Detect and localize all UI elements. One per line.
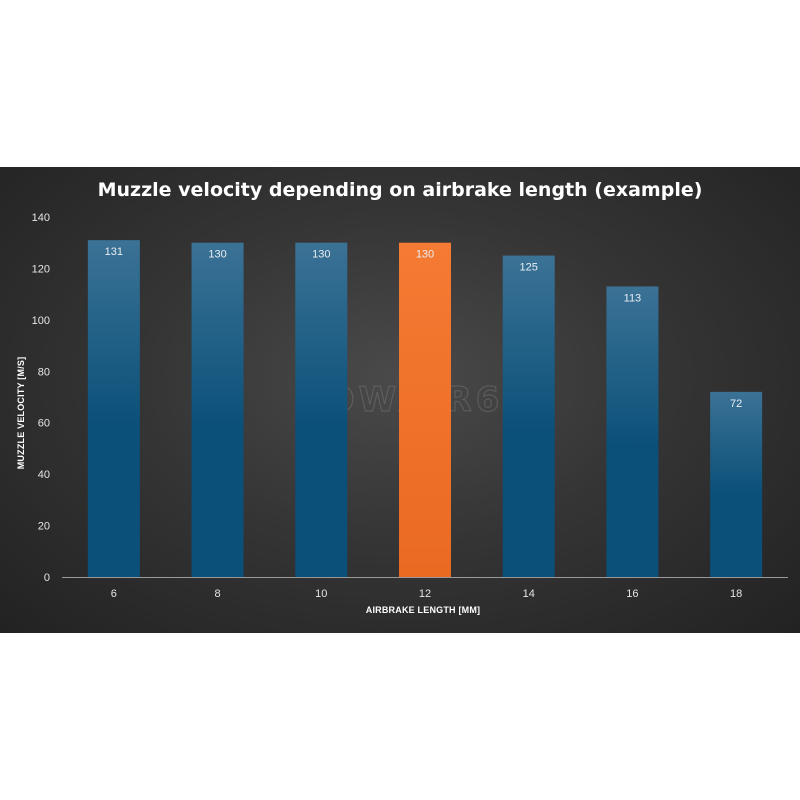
x-axis-ticks: 6 8 10 12 14 16 18 xyxy=(111,588,742,600)
y-axis-ticks: 0 20 40 60 80 100 120 140 xyxy=(32,212,50,584)
x-tick-label: 10 xyxy=(315,588,327,600)
bar-value-label: 72 xyxy=(730,398,742,410)
bar xyxy=(502,255,555,578)
x-tick-label: 16 xyxy=(626,588,638,600)
y-tick-label: 60 xyxy=(38,418,50,430)
x-tick-label: 12 xyxy=(419,588,431,600)
bars-group xyxy=(87,240,763,578)
x-tick-label: 8 xyxy=(215,588,221,600)
bar xyxy=(87,240,140,577)
x-tick-label: 6 xyxy=(111,588,117,600)
y-axis-title: MUZZLE VELOCITY [M/S] xyxy=(16,357,26,470)
bar-value-label: 113 xyxy=(624,292,642,304)
x-axis-title: AIRBRAKE LENGTH [MM] xyxy=(366,605,481,615)
y-tick-label: 40 xyxy=(38,469,50,481)
x-tick-label: 14 xyxy=(523,588,535,600)
y-tick-label: 100 xyxy=(32,315,50,327)
bar-value-label: 125 xyxy=(520,262,538,274)
chart-title: Muzzle velocity depending on airbrake le… xyxy=(98,179,703,201)
y-tick-label: 120 xyxy=(32,263,50,275)
bar xyxy=(710,391,763,577)
y-tick-label: 140 xyxy=(32,212,50,224)
x-tick-label: 18 xyxy=(730,588,742,600)
y-tick-label: 0 xyxy=(44,572,50,584)
bar-value-label: 130 xyxy=(416,249,434,261)
y-tick-label: 80 xyxy=(38,366,50,378)
bar xyxy=(606,286,659,577)
bar-value-label: 131 xyxy=(105,246,123,258)
bar-highlight xyxy=(399,242,451,577)
bar xyxy=(295,242,348,577)
y-tick-label: 20 xyxy=(38,521,50,533)
bar-chart: Muzzle velocity depending on airbrake le… xyxy=(16,179,788,615)
chart-panel: Muzzle velocity depending on airbrake le… xyxy=(0,167,800,633)
bar-value-label: 130 xyxy=(312,249,330,261)
bar xyxy=(191,242,244,577)
bar-value-label: 130 xyxy=(208,249,226,261)
data-labels-group: 131 130 130 130 125 113 72 xyxy=(105,246,743,410)
